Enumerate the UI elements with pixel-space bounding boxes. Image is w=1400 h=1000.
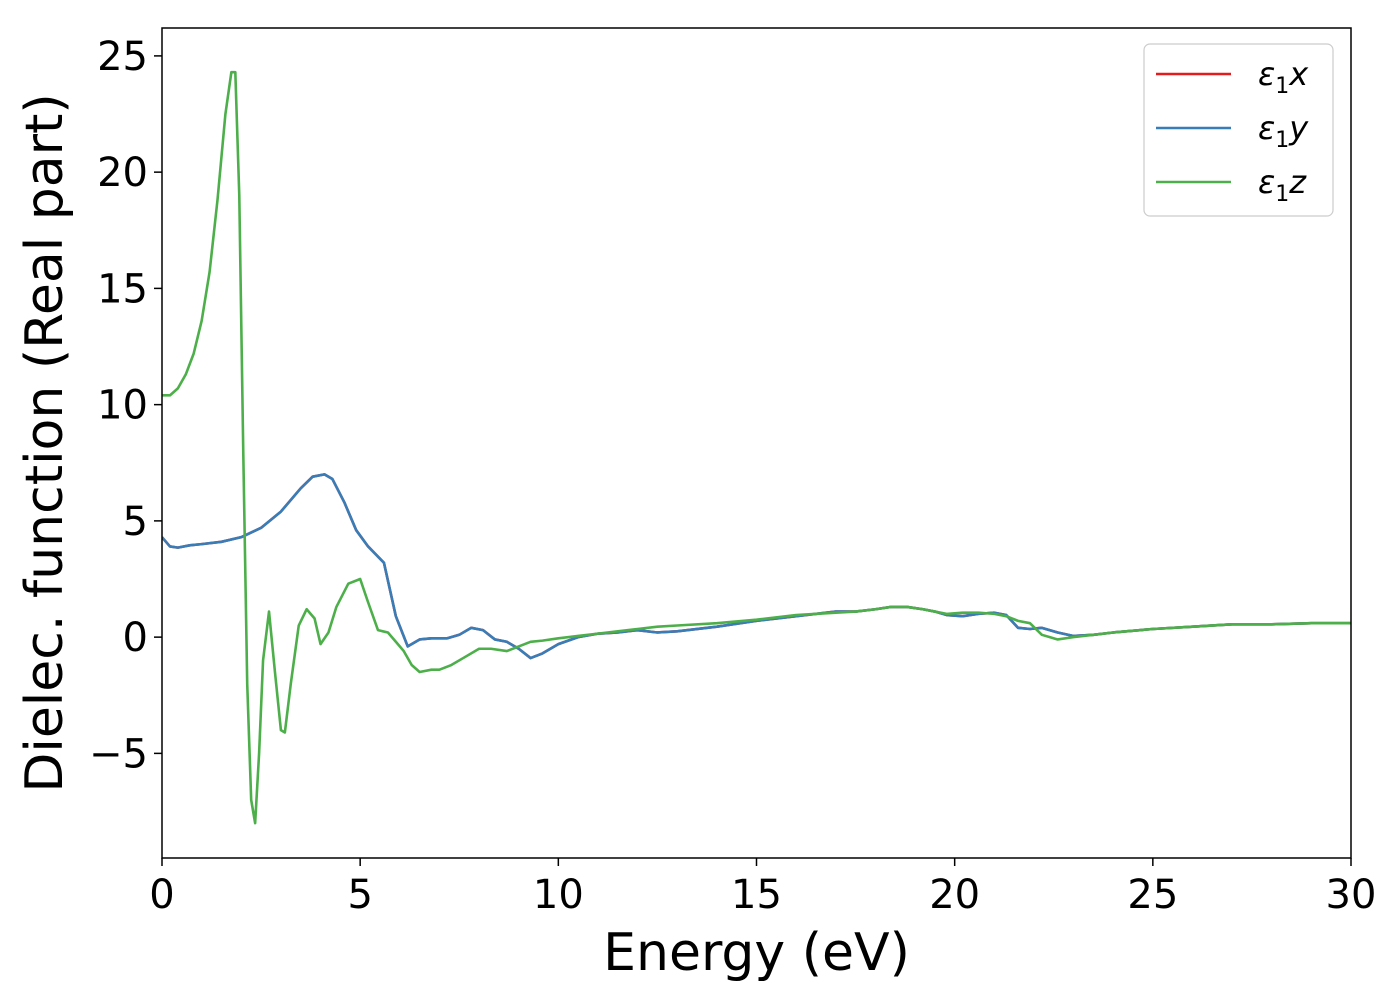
y-tick-label: 25 — [97, 34, 148, 80]
y-tick-label: 20 — [97, 150, 148, 196]
y-axis-label: Dielec. function (Real part) — [15, 93, 75, 792]
legend-label: ε1y — [1258, 109, 1309, 153]
x-tick-label: 10 — [533, 872, 584, 918]
legend-entry-z: ε1z — [1156, 163, 1307, 207]
x-tick-label: 30 — [1326, 872, 1377, 918]
y-tick-label: 5 — [123, 499, 148, 545]
legend-entry-y: ε1y — [1156, 109, 1309, 153]
legend: ε1x ε1y ε1z — [1143, 43, 1334, 217]
y-tick-label: 0 — [123, 615, 148, 661]
x-tick-label: 0 — [149, 872, 174, 918]
legend-box — [1143, 43, 1334, 217]
x-tick-label: 15 — [731, 872, 782, 918]
y-axis-ticks: −5 0 5 10 15 20 25 — [89, 34, 162, 777]
y-tick-label: 10 — [97, 383, 148, 429]
y-tick-label: 15 — [97, 266, 148, 312]
x-axis-ticks: 0 5 10 15 20 25 30 — [149, 858, 1376, 918]
series-line-z — [162, 70, 1351, 825]
y-tick-label: −5 — [89, 731, 148, 777]
x-axis-label: Energy (eV) — [603, 923, 910, 983]
series-layer — [162, 70, 1351, 825]
legend-entry-x: ε1x — [1156, 55, 1309, 99]
x-tick-label: 25 — [1127, 872, 1178, 918]
legend-label: ε1z — [1258, 163, 1307, 207]
x-tick-label: 5 — [347, 872, 372, 918]
x-tick-label: 20 — [929, 872, 980, 918]
legend-label: ε1x — [1258, 55, 1309, 99]
